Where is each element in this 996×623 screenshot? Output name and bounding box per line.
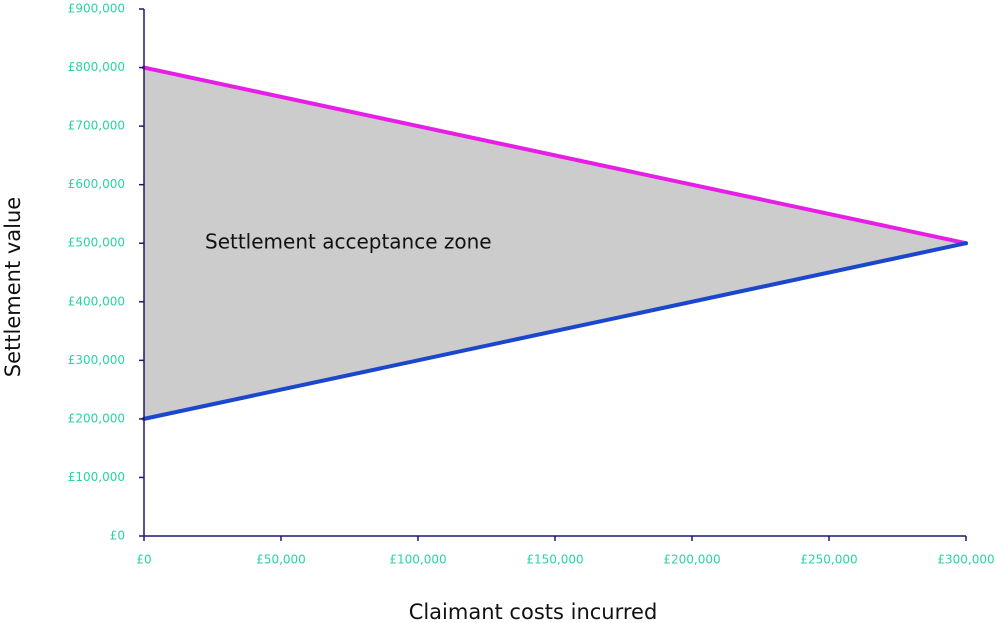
y-tick-label: £400,000	[68, 294, 125, 308]
y-tick-label: £100,000	[68, 470, 125, 484]
y-axis-title: Settlement value	[1, 197, 25, 377]
y-tick-label: £800,000	[68, 60, 125, 74]
y-tick-label: £500,000	[68, 236, 125, 250]
line-layer	[142, 65, 968, 421]
x-tick-label: £150,000	[526, 553, 583, 567]
x-tick-label: £50,000	[256, 553, 306, 567]
fill-layer	[144, 67, 966, 419]
zone-fill	[144, 67, 966, 419]
x-tick-label: £100,000	[389, 553, 446, 567]
annotation: Settlement acceptance zone	[205, 230, 492, 254]
y-tick-label: £900,000	[68, 2, 125, 16]
x-tick-label: £0	[136, 553, 151, 567]
y-tick-label: £700,000	[68, 119, 125, 133]
x-tick-label: £300,000	[937, 553, 994, 567]
x-tick-label: £250,000	[800, 553, 857, 567]
x-tick-label: £200,000	[663, 553, 720, 567]
y-tick-label: £0	[110, 529, 125, 543]
y-tick-label: £200,000	[68, 411, 125, 425]
y-tick-label: £300,000	[68, 353, 125, 367]
x-axis-title: Claimant costs incurred	[409, 600, 658, 623]
series-line	[142, 65, 968, 246]
y-tick-label: £600,000	[68, 177, 125, 191]
series-line	[142, 241, 968, 421]
